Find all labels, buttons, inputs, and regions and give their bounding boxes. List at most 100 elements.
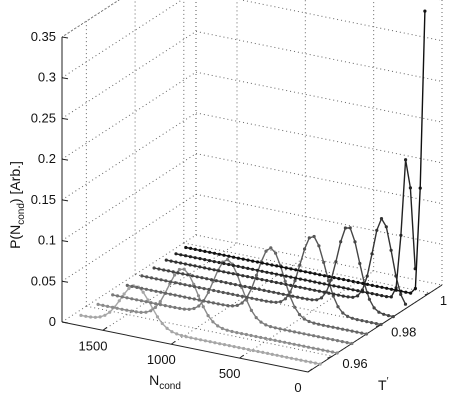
series-point [193,247,197,251]
series-point [212,260,216,264]
series-point [183,295,187,299]
series-point [269,300,273,304]
series-point [308,279,312,283]
series-point [219,280,223,284]
series-point [179,333,184,338]
series-point [231,272,235,276]
series-point [284,282,288,286]
series-point [404,158,408,162]
series-point [134,310,138,314]
series-point [296,295,300,299]
series-point [365,282,370,286]
series-point [370,292,374,296]
series-point [254,334,258,339]
series-point [101,303,105,307]
series-point [394,286,398,290]
series-point [385,286,389,290]
series-point [246,347,250,352]
series-point [159,290,163,294]
series-point [394,288,398,292]
series-point [177,267,181,272]
series-point [287,341,291,345]
series-point [335,351,339,355]
series-point [294,357,298,361]
series-point [312,334,316,338]
series-point [293,279,297,283]
series-point [217,260,221,265]
series-point [278,339,282,343]
series-point [155,315,160,319]
series-point [225,328,229,332]
series-point [238,283,242,288]
y-tick-label: 0.98 [391,325,416,340]
series-point [246,266,250,270]
z-tick [61,240,69,243]
series-point [192,285,197,289]
series-point [184,335,188,339]
series-point [174,252,178,256]
series-point [89,315,93,319]
series-point [274,280,278,285]
series-point [334,260,338,264]
series-point [308,287,312,291]
series-point [312,321,316,325]
series-point [195,275,199,279]
series-point [188,255,192,259]
series-point [162,268,166,272]
series-point [316,335,320,339]
series-point [241,257,245,261]
series-line-7 [175,159,416,298]
series-point [303,270,307,274]
z-tick [61,280,69,283]
series-point [260,269,264,273]
series-point [227,344,231,348]
z-tick-label: 0.3 [38,70,56,85]
y-axis-line [307,284,443,373]
z-tick-label: 0.1 [38,233,56,248]
series-point [158,303,163,307]
series-point [358,261,362,266]
z-grid-back [195,71,443,123]
series-point [203,339,207,343]
series-point [259,298,264,302]
series-point [263,336,268,340]
series-point [379,322,383,327]
series-point [251,348,255,353]
x-tick-label: 1000 [147,352,176,367]
series-point [144,300,148,304]
series-point [380,294,384,298]
series-point [255,268,259,272]
series-point [423,9,427,13]
z-grid-back [195,193,443,245]
series-point [293,284,297,288]
series-point [308,271,312,275]
series-point [268,337,272,341]
series-point [389,248,393,252]
series-point [165,326,169,330]
series-point [127,286,131,291]
series-point [384,225,388,229]
series-point [159,278,163,282]
series-point [236,264,240,268]
tick-labels: 0 0.05 0.1 0.15 0.2 0.25 0.3 0.35 1500 1000 500 0 0.… [31,29,447,395]
series-point [200,276,204,280]
series-point [283,328,287,332]
series-point [192,297,196,301]
series-point [212,251,217,255]
series-point [79,313,83,317]
z-grid-left [61,193,197,282]
series-point [391,315,395,319]
series-point [332,284,336,288]
series-point [164,291,168,295]
series-point [346,295,350,299]
series-point [256,349,260,354]
series-point [222,343,227,347]
series-group [79,9,427,366]
top-left-edge [61,0,120,38]
series-point [135,298,139,302]
z-grid-back [195,234,443,286]
series-point [298,263,302,267]
series-point [275,264,279,268]
series-point [317,281,322,285]
series-point [214,279,218,283]
